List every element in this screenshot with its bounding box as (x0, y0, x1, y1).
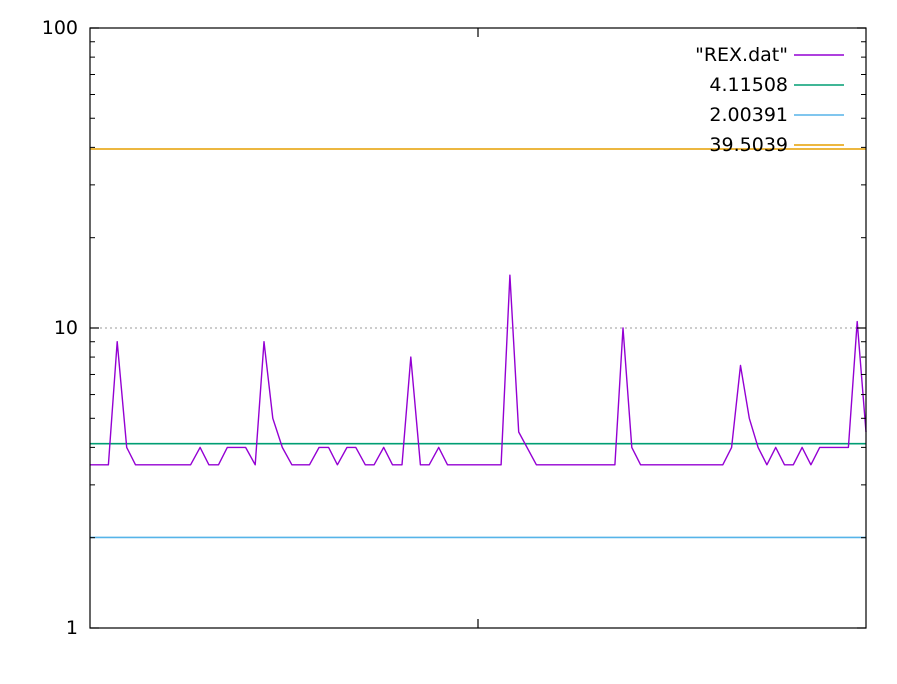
legend-label: "REX.dat" (695, 44, 788, 66)
legend-label: 2.00391 (709, 104, 788, 126)
y-tick-label: 10 (54, 317, 78, 339)
legend-label: 39.5039 (709, 134, 788, 156)
y-tick-label: 1 (66, 617, 78, 639)
legend-label: 4.11508 (709, 74, 788, 96)
y-tick-label: 100 (42, 17, 78, 39)
series-rex-line (90, 274, 867, 466)
